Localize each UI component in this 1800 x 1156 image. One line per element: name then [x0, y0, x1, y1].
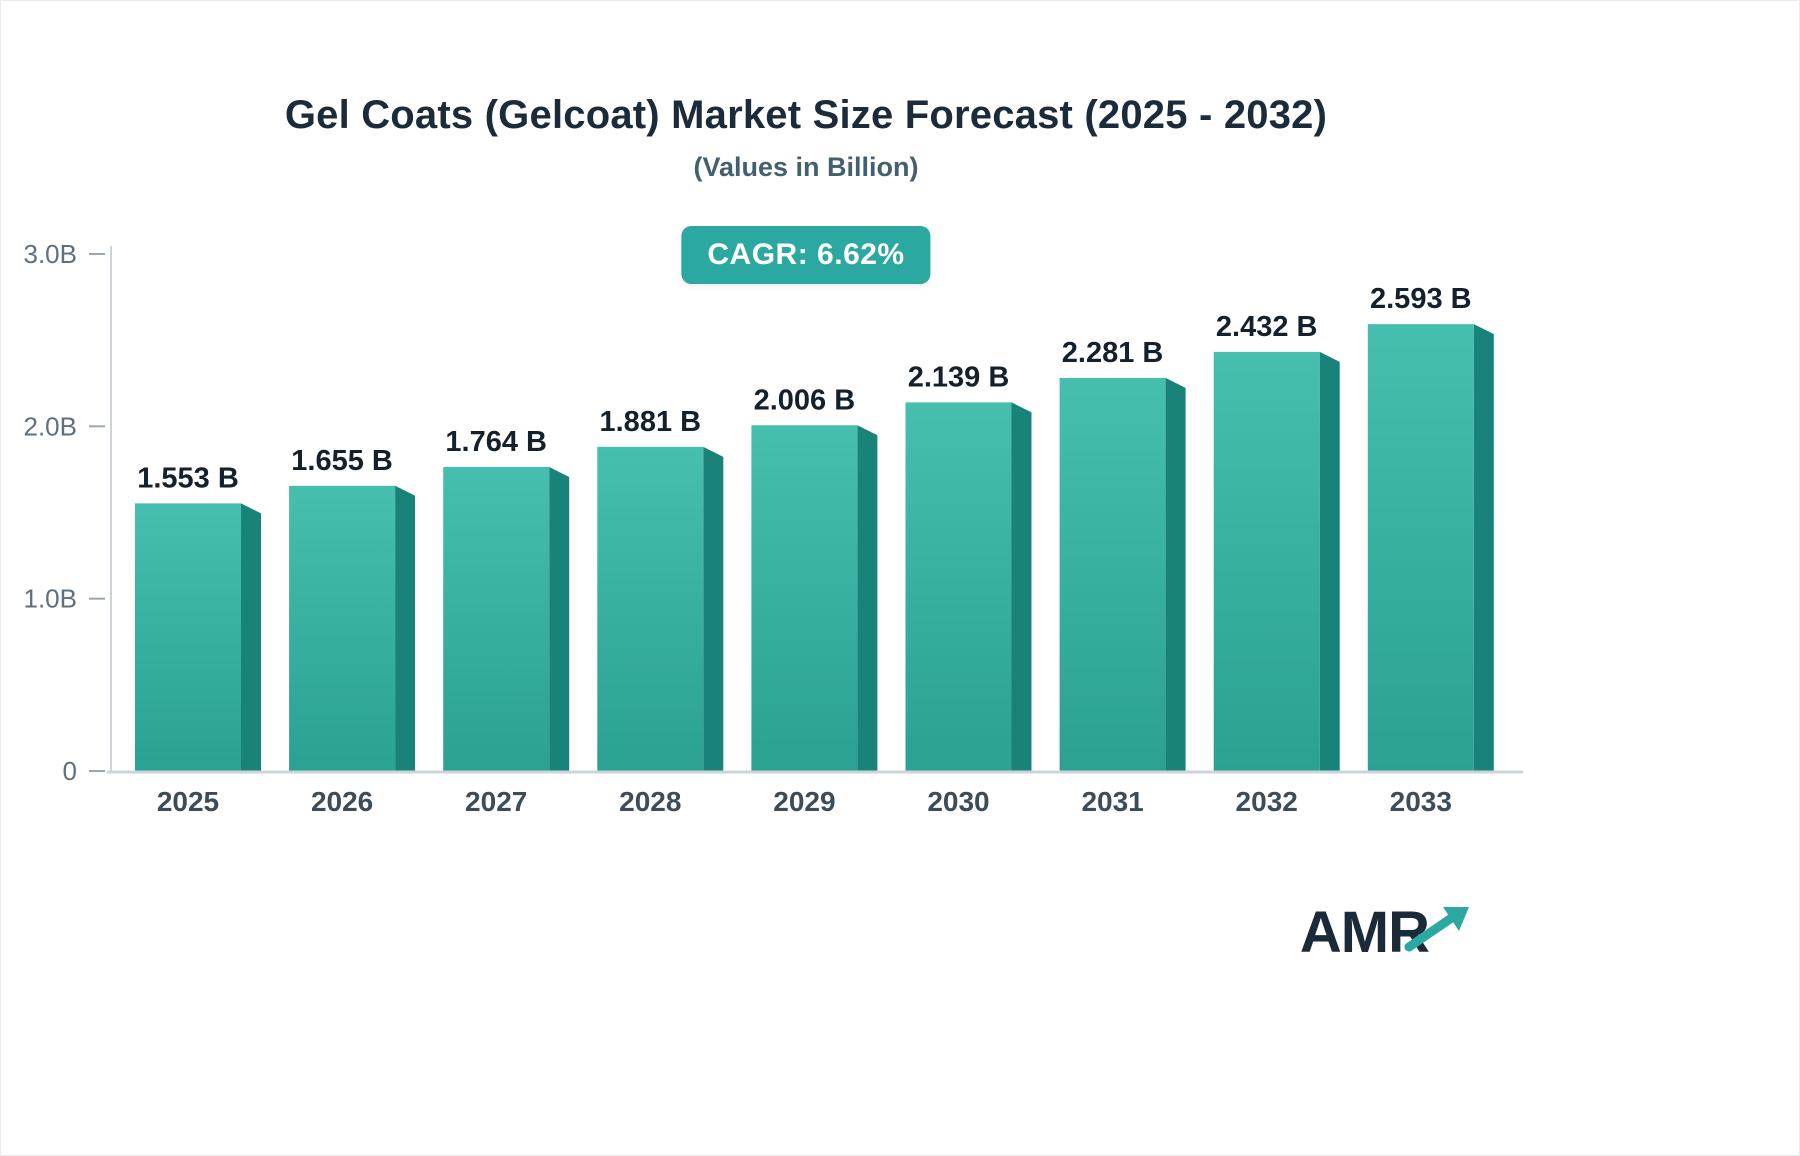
bar-side-face	[241, 503, 261, 771]
bar-value-label: 2.432 B	[1216, 311, 1318, 343]
x-category-label: 2026	[311, 786, 373, 817]
x-category-label: 2025	[157, 786, 219, 817]
bar-side-face	[549, 467, 570, 771]
y-tick-label: 3.0B	[24, 239, 78, 269]
bar-main-face	[289, 485, 396, 771]
chart-subtitle: (Values in Billion)	[693, 152, 919, 182]
cagr-badge: CAGR: 6.62%	[681, 226, 931, 284]
bar-value-label: 2.006 B	[754, 384, 856, 416]
amr-logo-text: AMR	[1299, 900, 1430, 965]
chart-title: Gel Coats (Gelcoat) Market Size Forecast…	[284, 93, 1328, 137]
bar-side-face	[1473, 324, 1494, 771]
bar-value-label: 1.881 B	[600, 406, 702, 438]
chart-header: Gel Coats (Gelcoat) Market Size Forecast…	[1, 93, 1611, 183]
bar-main-face	[1367, 324, 1474, 771]
bar-main-face	[135, 503, 241, 771]
bar-value-label: 1.553 B	[137, 462, 239, 494]
bar-2026: 1.655 B 2026	[289, 445, 416, 817]
x-category-label: 2030	[927, 786, 989, 817]
bar-value-label: 1.655 B	[291, 445, 393, 477]
amr-logo: AMR	[1300, 899, 1477, 966]
x-category-label: 2029	[773, 786, 835, 817]
x-category-label: 2027	[465, 786, 527, 817]
y-tick-label: 2.0B	[24, 411, 78, 441]
y-tick-label: 0	[63, 756, 77, 786]
bar-2027: 1.764 B 2027	[443, 426, 570, 817]
bar-main-face	[597, 446, 704, 771]
bar-side-face	[395, 485, 416, 771]
bar-side-face	[703, 446, 724, 771]
bar-main-face	[751, 425, 858, 771]
bar-main-face	[443, 467, 550, 771]
bar-value-label: 2.593 B	[1370, 283, 1472, 315]
bar-side-face	[1011, 402, 1032, 771]
growth-arrow-icon	[1404, 906, 1469, 951]
y-tick-label: 1.0B	[24, 584, 78, 614]
bar-2029: 2.006 B 2029	[751, 384, 878, 817]
x-category-label: 2033	[1390, 786, 1452, 817]
bar-value-label: 1.764 B	[445, 426, 547, 458]
x-category-label: 2032	[1236, 786, 1298, 817]
x-category-label: 2028	[619, 786, 681, 817]
bar-main-face	[905, 402, 1012, 771]
x-category-label: 2031	[1081, 786, 1143, 817]
bar-2030: 2.139 B 2030	[905, 361, 1032, 817]
bar-2028: 1.881 B 2028	[597, 406, 724, 817]
bar-main-face	[1213, 351, 1320, 771]
bar-2025: 1.553 B 2025	[135, 462, 261, 817]
bar-side-face	[857, 425, 878, 771]
bar-side-face	[1319, 351, 1340, 771]
bar-2032: 2.432 B 2032	[1213, 311, 1340, 817]
bar-main-face	[1059, 377, 1166, 771]
bar-value-label: 2.139 B	[908, 361, 1010, 393]
bar-2031: 2.281 B 2031	[1059, 337, 1186, 817]
bar-2033: 2.593 B 2033	[1367, 283, 1494, 817]
bar-side-face	[1165, 377, 1186, 771]
bar-value-label: 2.281 B	[1062, 337, 1164, 369]
